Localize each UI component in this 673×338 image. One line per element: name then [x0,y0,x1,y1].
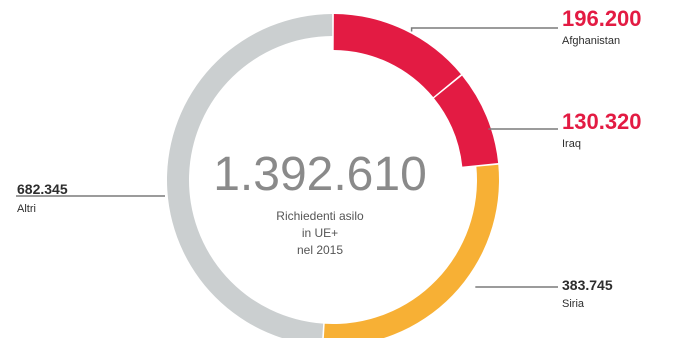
slice-afghanistan [333,14,461,98]
iraq-value-label: 130.320 [562,109,642,134]
altri-name-label: Altri [17,203,36,215]
slice-siria [323,164,499,338]
slice-altri [167,14,333,338]
slice-iraq [434,75,499,167]
center-caption-line-1: Richiedenti asilo [276,209,364,223]
total-value: 1.392.610 [213,148,427,201]
afghanistan-value-label: 196.200 [562,6,642,31]
siria-name-label: Siria [562,298,585,310]
leader-lines [16,27,558,288]
center-caption-line-3: nel 2015 [297,243,343,257]
iraq-name-label: Iraq [562,138,581,150]
donut-slices [167,14,499,338]
siria-value-label: 383.745 [562,277,613,293]
altri-value-label: 682.345 [17,181,68,197]
afghanistan-name-label: Afghanistan [562,35,620,47]
leader-afghanistan [410,27,558,32]
center-caption-line-2: in UE+ [302,226,338,240]
